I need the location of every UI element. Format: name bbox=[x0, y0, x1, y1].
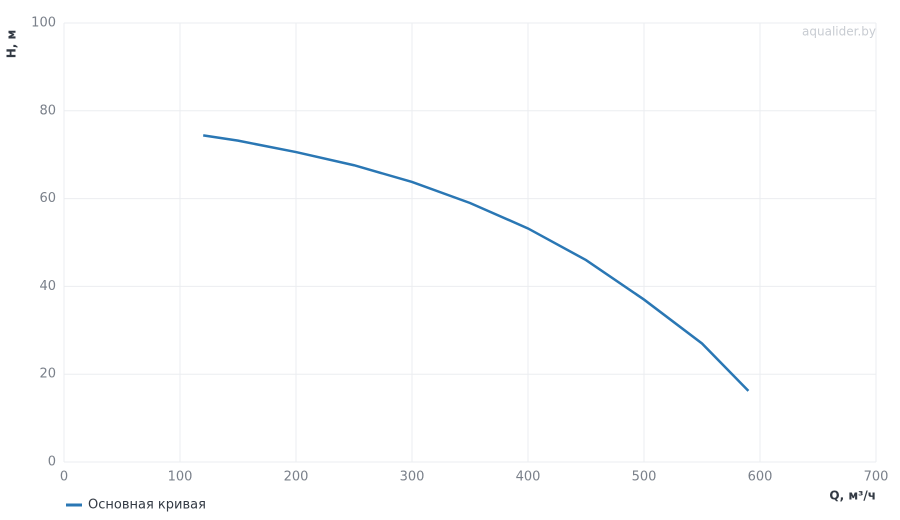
x-tick-label: 700 bbox=[864, 470, 889, 485]
line-series bbox=[203, 134, 750, 392]
y-tick-label: 40 bbox=[39, 279, 56, 294]
x-tick-label: 300 bbox=[400, 470, 425, 485]
y-tick-label: 20 bbox=[39, 367, 56, 382]
y-tick-label: 60 bbox=[39, 191, 56, 206]
y-tick-label: 0 bbox=[48, 455, 56, 470]
x-tick-label: 200 bbox=[284, 470, 309, 485]
y-axis-title: H, м bbox=[5, 30, 19, 59]
x-axis-title: Q, м³/ч bbox=[829, 489, 876, 503]
legend-label: Основная кривая bbox=[88, 498, 206, 513]
x-tick-label: 600 bbox=[748, 470, 773, 485]
watermark: aqualider.by bbox=[802, 25, 876, 39]
x-tick-label: 400 bbox=[516, 470, 541, 485]
y-tick-label: 100 bbox=[31, 16, 56, 31]
y-tick-label: 80 bbox=[39, 103, 56, 118]
x-tick-label: 0 bbox=[60, 470, 68, 485]
x-tick-label: 100 bbox=[168, 470, 193, 485]
x-tick-label: 500 bbox=[632, 470, 657, 485]
